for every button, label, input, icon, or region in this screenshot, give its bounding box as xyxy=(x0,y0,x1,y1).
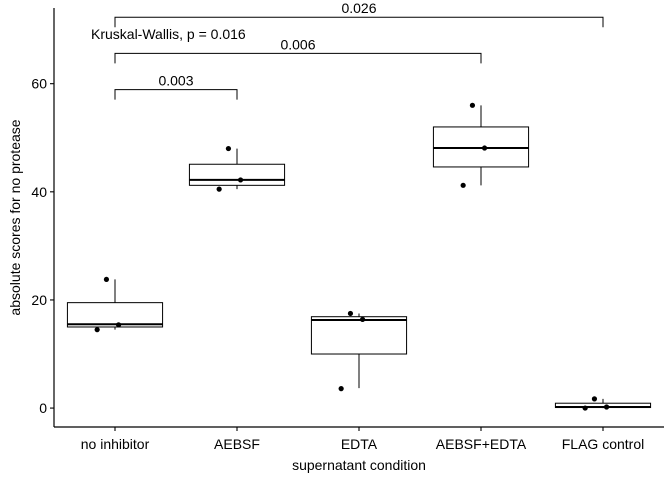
data-point xyxy=(94,327,100,333)
y-tick-label: 20 xyxy=(31,292,47,308)
y-tick-label: 60 xyxy=(31,76,47,92)
comparison-bracket: 0.003 xyxy=(114,73,238,100)
box-aebsf-edta xyxy=(432,105,530,186)
box-aebsf xyxy=(188,148,286,190)
data-point xyxy=(103,276,110,283)
data-point xyxy=(115,322,122,328)
plot-marks: 0.003 0.006 0.026 xyxy=(66,0,652,411)
data-point xyxy=(603,404,610,410)
data-point xyxy=(481,145,488,151)
box-no-inhibitor xyxy=(66,279,164,330)
x-tick-label: FLAG control xyxy=(562,436,644,452)
box-flag-control xyxy=(554,398,652,409)
box-rect xyxy=(66,302,164,328)
data-point xyxy=(359,316,366,323)
comparison-bracket: 0.026 xyxy=(114,0,604,28)
data-point xyxy=(460,182,466,188)
data-point xyxy=(347,310,354,317)
data-point xyxy=(591,396,598,402)
x-tick-label: AEBSF xyxy=(214,436,260,452)
data-point xyxy=(469,102,476,108)
x-axis-label: supernatant condition xyxy=(292,457,426,473)
x-tick-label: no inhibitor xyxy=(81,436,150,452)
p-value-label: 0.006 xyxy=(280,36,315,52)
axis-ticks: 0 20 40 60 no inhibitor AEBSF EDTA AEBSF+EDTA FL… xyxy=(31,76,644,452)
p-value-label: 0.003 xyxy=(158,73,193,89)
data-point xyxy=(582,405,588,411)
y-axis-label: absolute scores for no protease xyxy=(7,119,23,315)
p-value-label: 0.026 xyxy=(341,0,376,16)
comparison-bracket: 0.006 xyxy=(114,36,482,64)
data-point xyxy=(237,177,244,183)
x-tick-label: AEBSF+EDTA xyxy=(436,436,527,452)
bracket-line xyxy=(114,52,482,64)
x-tick-label: EDTA xyxy=(341,436,378,452)
bracket-line xyxy=(114,89,238,100)
data-point xyxy=(338,386,344,392)
kruskal-wallis-annotation: Kruskal-Wallis, p = 0.016 xyxy=(91,26,246,42)
box-rect xyxy=(432,126,530,168)
data-point xyxy=(225,145,232,152)
box-rect xyxy=(310,316,408,355)
data-point xyxy=(216,186,222,192)
bracket-line xyxy=(114,16,604,28)
box-edta xyxy=(310,313,408,389)
box-rect xyxy=(188,163,286,186)
y-tick-label: 0 xyxy=(39,400,47,416)
y-tick-label: 40 xyxy=(31,184,47,200)
